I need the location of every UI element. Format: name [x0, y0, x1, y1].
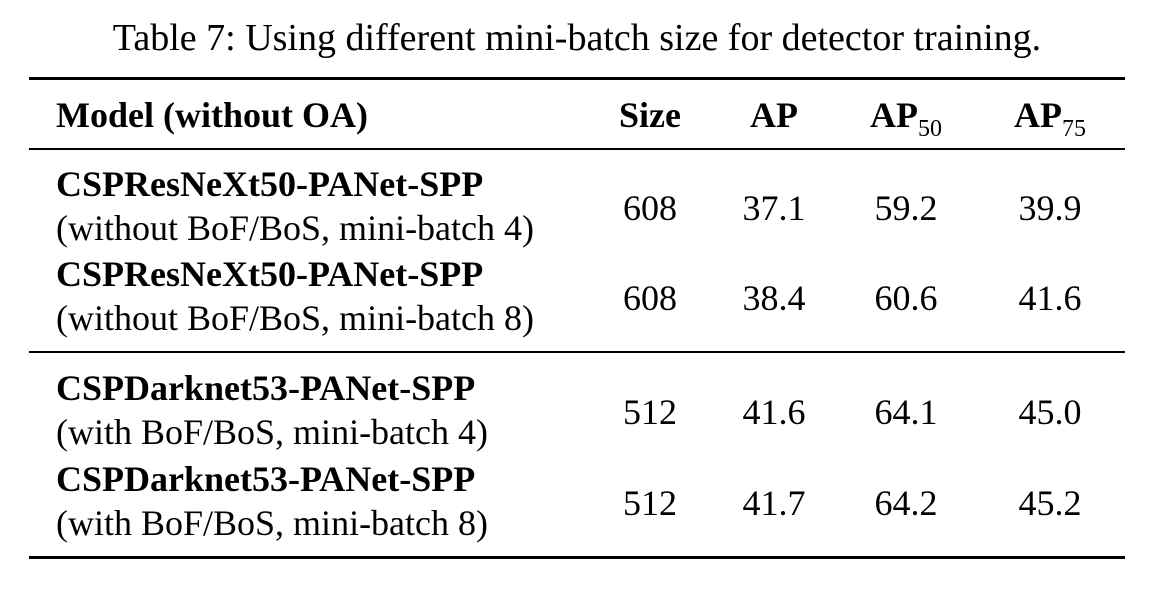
table-row-model: CSPResNeXt50-PANet-SPP (without BoF/BoS,… — [56, 252, 534, 340]
row-size: 512 — [623, 392, 677, 432]
header-ap50: AP50 — [846, 93, 966, 151]
top-rule — [29, 77, 1125, 80]
row-ap75: 45.2 — [1018, 483, 1082, 523]
model-name: CSPResNeXt50-PANet-SPP — [56, 254, 484, 294]
table-row-model: CSPResNeXt50-PANet-SPP (without BoF/BoS,… — [56, 162, 534, 250]
row-ap50: 64.2 — [874, 483, 938, 523]
bottom-rule — [29, 556, 1125, 559]
row-ap: 37.1 — [742, 188, 806, 228]
header-ap75: AP75 — [990, 93, 1110, 151]
header-ap50-base: AP — [870, 95, 918, 135]
group-rule — [29, 351, 1125, 353]
row-size: 608 — [623, 188, 677, 228]
row-size: 512 — [623, 483, 677, 523]
model-description: (without BoF/BoS, mini-batch 4) — [56, 208, 535, 248]
header-ap50-subscript: 50 — [918, 116, 942, 142]
row-ap75: 41.6 — [1018, 278, 1082, 318]
table-row-model: CSPDarknet53-PANet-SPP (with BoF/BoS, mi… — [56, 457, 488, 545]
row-ap: 41.7 — [742, 483, 806, 523]
model-name: CSPDarknet53-PANet-SPP — [56, 368, 476, 408]
header-rule — [29, 148, 1125, 150]
row-ap50: 59.2 — [874, 188, 938, 228]
row-ap75: 39.9 — [1018, 188, 1082, 228]
header-model: Model (without OA) — [56, 95, 368, 135]
header-ap75-subscript: 75 — [1062, 116, 1086, 142]
model-name: CSPResNeXt50-PANet-SPP — [56, 164, 484, 204]
row-size: 608 — [623, 278, 677, 318]
model-description: (with BoF/BoS, mini-batch 4) — [56, 412, 488, 452]
row-ap50: 60.6 — [874, 278, 938, 318]
model-description: (with BoF/BoS, mini-batch 8) — [56, 503, 488, 543]
row-ap50: 64.1 — [874, 392, 938, 432]
model-description: (without BoF/BoS, mini-batch 8) — [56, 298, 535, 338]
header-ap: AP — [750, 95, 798, 135]
header-ap75-base: AP — [1014, 95, 1062, 135]
model-name: CSPDarknet53-PANet-SPP — [56, 459, 476, 499]
row-ap: 38.4 — [742, 278, 806, 318]
row-ap75: 45.0 — [1018, 392, 1082, 432]
table-caption: Table 7: Using different mini-batch size… — [112, 17, 1042, 59]
table-row-model: CSPDarknet53-PANet-SPP (with BoF/BoS, mi… — [56, 366, 488, 454]
header-size: Size — [619, 95, 681, 135]
row-ap: 41.6 — [742, 392, 806, 432]
